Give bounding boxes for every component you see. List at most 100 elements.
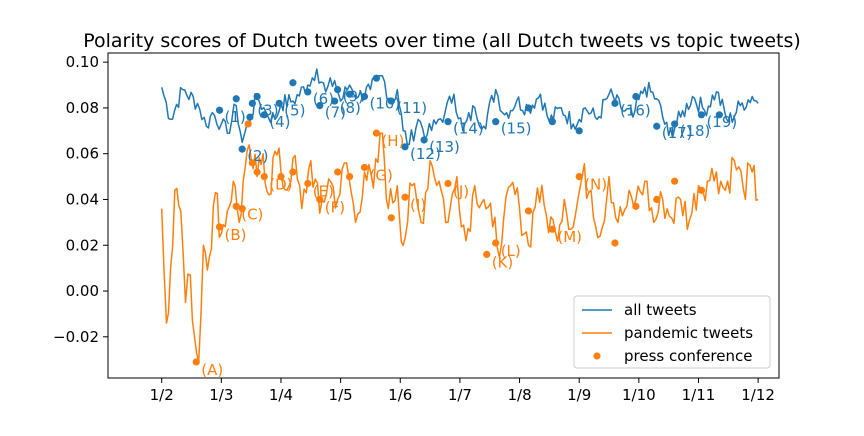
series-line-all-tweets (160, 68, 759, 146)
marker-all-tweets-19 (420, 136, 428, 144)
marker-pandemic-2 (215, 223, 224, 231)
marker-pandemic-21 (483, 250, 491, 259)
y-tick-label: 0.08 (66, 99, 99, 117)
legend: all tweets pandemic tweets press conferenc… (573, 295, 771, 369)
data-label-all-tweets: (13) (429, 138, 460, 156)
marker-all-tweets-15 (360, 92, 369, 101)
marker-pandemic-3 (232, 202, 240, 210)
plot-frame (107, 52, 780, 379)
data-label-pandemic: (E) (313, 182, 334, 200)
marker-all-tweets-30 (715, 111, 723, 119)
x-tick-label: 1/7 (448, 386, 472, 404)
x-tick-label: 1/4 (269, 386, 293, 404)
marker-all-tweets-3 (238, 145, 246, 153)
marker-all-tweets-4 (246, 113, 254, 121)
data-label-all-tweets: (12) (410, 145, 441, 163)
x-tick-label: 1/5 (329, 386, 353, 404)
x-tick-label: 1/12 (741, 386, 775, 404)
legend-label: all tweets (624, 301, 697, 319)
data-label-pandemic: (I) (410, 196, 426, 214)
data-label-all-tweets: (7) (325, 104, 346, 122)
marker-all-tweets-12 (331, 97, 339, 105)
marker-all-tweets-14 (345, 90, 354, 98)
marker-pandemic-29 (697, 186, 706, 194)
marker-pandemic-19 (444, 179, 452, 188)
marker-pandemic-8 (260, 172, 268, 181)
marker-all-tweets-29 (697, 111, 706, 119)
data-label-all-tweets: (8) (340, 99, 361, 117)
data-label-all-tweets: (15) (501, 120, 532, 138)
marker-all-tweets-8 (275, 99, 283, 107)
marker-pandemic-7 (253, 168, 261, 176)
marker-all-tweets-20 (444, 118, 452, 126)
data-label-pandemic: (L) (501, 242, 521, 260)
data-label-pandemic: (N) (584, 176, 607, 194)
data-label-pandemic: (D) (269, 176, 292, 194)
marker-pandemic-28 (671, 177, 679, 185)
marker-pandemic-23 (548, 225, 556, 233)
data-label-all-tweets: (4) (269, 113, 290, 131)
marker-pandemic-4 (238, 205, 246, 213)
x-tick-label: 1/11 (682, 386, 716, 404)
marker-all-tweets-21 (492, 118, 500, 126)
legend-swatch (593, 352, 601, 360)
marker-pandemic-13 (334, 168, 342, 176)
data-label-all-tweets: (9) (343, 88, 364, 106)
x-tick-label: 1/6 (388, 386, 412, 404)
x-tick-label: 1/10 (622, 386, 656, 404)
data-label-pandemic: (C) (241, 205, 263, 223)
marker-all-tweets-26 (632, 92, 640, 101)
marker-all-tweets-9 (289, 79, 297, 87)
data-label-all-tweets: (14) (453, 120, 484, 138)
marker-pandemic-9 (277, 172, 285, 181)
marker-pandemic-16 (372, 129, 380, 137)
data-label-all-tweets: (11) (396, 99, 427, 117)
marker-pandemic-10 (289, 168, 297, 176)
marker-all-tweets-6 (253, 92, 261, 101)
marker-pandemic-18 (401, 193, 409, 201)
data-label-pandemic: (J) (453, 182, 469, 200)
data-label-all-tweets: (16) (620, 101, 651, 119)
axes: −0.02 0.00 0.02 0.04 0.06 0.08 0.10 1/2 1/3 1/4 1/… (53, 52, 780, 404)
marker-all-tweets-1 (215, 106, 224, 114)
data-label-all-tweets: (17) (662, 124, 693, 142)
marker-all-tweets-24 (575, 127, 583, 135)
legend-label: pandemic tweets (624, 324, 753, 342)
y-tick-label: 0.00 (66, 282, 99, 300)
marker-pandemic-15 (360, 163, 369, 172)
marker-all-tweets-25 (611, 99, 619, 107)
y-tick-label: 0.04 (66, 190, 99, 208)
y-tick-label: 0.02 (66, 236, 99, 254)
marker-pandemic-11 (304, 179, 312, 188)
legend-label: press conference (624, 347, 752, 365)
data-label-pandemic: (K) (492, 253, 514, 271)
marker-all-tweets-23 (548, 118, 556, 126)
marker-pandemic-1 (192, 358, 200, 366)
marker-pandemic-5 (244, 120, 252, 128)
marker-all-tweets-11 (316, 102, 324, 110)
legend-box (573, 295, 771, 369)
marker-all-tweets-7 (260, 111, 268, 119)
marker-all-tweets-13 (334, 86, 342, 94)
y-tick-label: −0.02 (53, 328, 99, 346)
marker-all-tweets-22 (524, 104, 533, 112)
marker-pandemic-22 (524, 207, 533, 215)
marker-all-tweets-27 (653, 122, 661, 130)
x-tick-label: 1/2 (150, 386, 174, 404)
marker-all-tweets-17 (387, 97, 395, 105)
plot-area: (1)(2)(3)(4)(5)(6)(7)(8)(9) (10)(11)(12)(… (160, 68, 759, 379)
marker-pandemic-20 (492, 239, 500, 247)
data-label-pandemic: (A) (201, 361, 223, 379)
marker-pandemic-6 (248, 159, 256, 167)
data-label-pandemic: (H) (381, 132, 404, 150)
marker-pandemic-24 (575, 172, 583, 181)
data-label-pandemic: (B) (225, 226, 247, 244)
data-label-all-tweets: (18) (680, 122, 711, 140)
data-label-all-tweets: (1) (225, 108, 246, 126)
data-label-all-tweets: (5) (284, 101, 305, 119)
marker-pandemic-12 (316, 195, 324, 204)
data-label-all-tweets: (19) (706, 113, 737, 131)
x-tick-label: 1/8 (507, 386, 531, 404)
marker-pandemic-25 (611, 239, 619, 247)
